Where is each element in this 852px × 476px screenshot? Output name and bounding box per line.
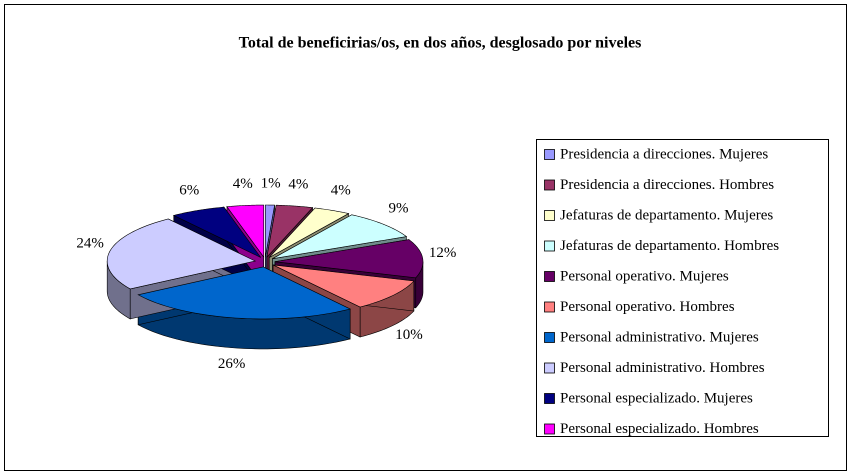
legend-swatch bbox=[544, 149, 555, 160]
pie-slice bbox=[274, 239, 424, 279]
legend-swatch bbox=[544, 301, 555, 313]
pie-slice bbox=[226, 204, 265, 258]
data-label: 4% bbox=[233, 176, 253, 192]
pie-slice bbox=[265, 204, 275, 258]
data-label: 4% bbox=[331, 182, 351, 198]
pie-slice bbox=[269, 207, 350, 258]
legend-swatch bbox=[544, 271, 555, 282]
legend-label: Personal administrativo. Mujeres bbox=[560, 329, 759, 345]
legend-label: Personal administrativo. Hombres bbox=[560, 360, 765, 376]
data-label: 4% bbox=[288, 177, 308, 193]
legend-box bbox=[536, 139, 829, 437]
chart-title: Total de beneficirias/os, en dos años, d… bbox=[239, 35, 642, 52]
legend-label: Presidencia a direcciones. Mujeres bbox=[560, 146, 768, 162]
data-label: 10% bbox=[395, 327, 423, 343]
legend-swatch bbox=[544, 210, 555, 221]
data-label: 12% bbox=[429, 245, 457, 261]
legend-label: Jefaturas de departamento. Mujeres bbox=[560, 207, 773, 223]
data-label: 9% bbox=[389, 201, 409, 217]
pie-slice bbox=[266, 204, 314, 259]
pie-slice bbox=[106, 218, 257, 290]
legend-label: Presidencia a direcciones. Hombres bbox=[560, 177, 774, 193]
legend-swatch bbox=[544, 332, 555, 343]
data-label: 26% bbox=[218, 356, 246, 372]
data-label: 6% bbox=[179, 182, 199, 198]
legend-label: Personal operativo. Hombres bbox=[560, 299, 735, 315]
pie-slice bbox=[172, 206, 261, 258]
legend-swatch bbox=[544, 362, 555, 374]
legend-swatch bbox=[544, 423, 555, 435]
legend-label: Personal especializado. Hombres bbox=[560, 421, 759, 437]
pie-slice bbox=[137, 266, 351, 320]
pie-slice bbox=[272, 264, 415, 308]
data-label: 24% bbox=[76, 236, 104, 252]
legend-swatch bbox=[544, 179, 555, 191]
legend-label: Personal operativo. Mujeres bbox=[560, 268, 729, 284]
pie-slice bbox=[272, 214, 408, 259]
legend-swatch bbox=[544, 393, 555, 404]
data-label: 1% bbox=[261, 175, 281, 191]
legend-label: Jefaturas de departamento. Hombres bbox=[560, 238, 779, 254]
legend-label: Personal especializado. Mujeres bbox=[560, 390, 753, 406]
legend-swatch bbox=[544, 240, 555, 252]
